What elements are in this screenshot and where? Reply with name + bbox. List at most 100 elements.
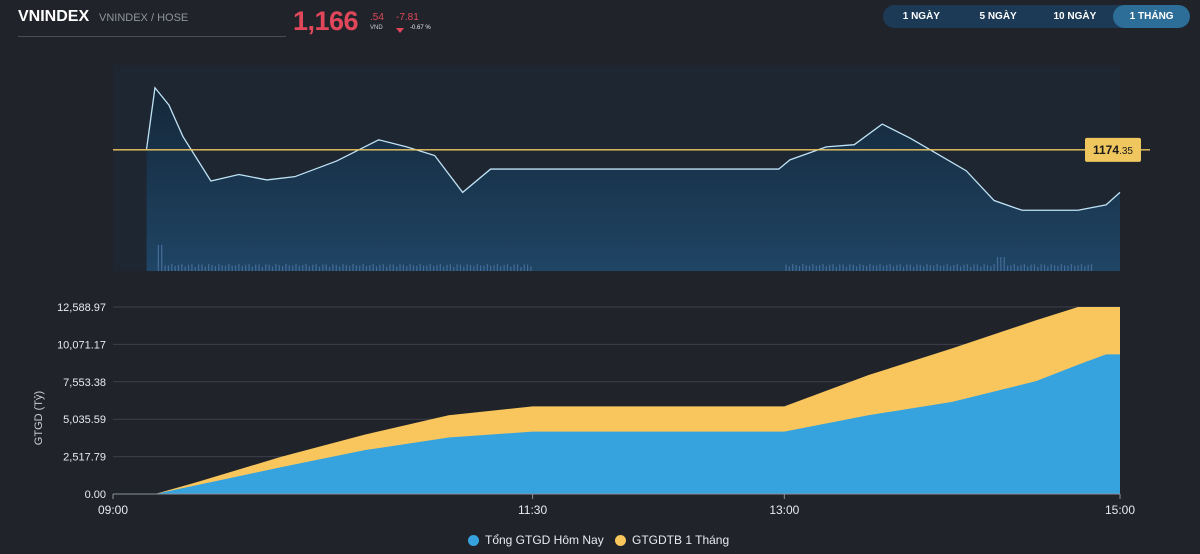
volume-bar <box>389 264 391 271</box>
volume-bar <box>174 265 176 271</box>
volume-bar <box>422 265 425 271</box>
volume-bar <box>218 264 220 271</box>
volume-bar <box>822 264 824 271</box>
volume-bar <box>433 265 435 271</box>
volume-bar <box>819 265 821 271</box>
volume-bar <box>1047 266 1049 271</box>
volume-bar <box>976 264 978 271</box>
volume-bar <box>298 265 300 271</box>
volume-bar <box>268 264 270 271</box>
volume-bar <box>318 266 321 271</box>
volume-bar <box>785 264 787 271</box>
volume-bar <box>906 264 908 271</box>
x-tick-label: 13:00 <box>769 503 799 517</box>
volume-bar <box>339 266 341 271</box>
volume-bar <box>943 265 945 271</box>
volume-bar <box>224 265 227 271</box>
volume-bar <box>308 266 311 271</box>
volume-bar <box>443 266 445 271</box>
volume-bar <box>1003 257 1005 271</box>
down-arrow-icon <box>396 28 404 33</box>
volume-bar <box>164 265 166 271</box>
volume-bar <box>1084 266 1086 271</box>
tab-5-days[interactable]: 5 NGÀY <box>979 11 1017 22</box>
volume-bar <box>439 264 441 271</box>
volume-bar <box>899 264 901 271</box>
volume-bar <box>332 264 334 271</box>
volume-bar <box>990 266 992 271</box>
volume-bar <box>963 264 965 271</box>
volume-bar <box>288 265 290 271</box>
volume-bar <box>349 265 351 271</box>
volume-bar <box>325 264 327 271</box>
volume-bar <box>369 265 371 271</box>
reference-badge <box>1085 137 1141 162</box>
volume-bar <box>909 264 911 271</box>
volume-bar <box>1023 264 1025 271</box>
volume-bar <box>315 264 317 271</box>
volume-bar <box>815 265 817 271</box>
volume-bar <box>1064 265 1066 271</box>
range-tabs: 1 NGÀY 5 NGÀY 10 NGÀY 1 THÁNG <box>883 5 1190 28</box>
volume-bar <box>902 266 905 271</box>
volume-bar <box>392 264 394 271</box>
volume-bar <box>936 264 938 271</box>
volume-bar <box>1013 264 1015 271</box>
volume-bar <box>449 264 451 271</box>
legend-label-month-avg: GTGDTB 1 Tháng <box>632 533 730 547</box>
volume-bar <box>986 264 989 271</box>
legend-item-today[interactable]: Tổng GTGD Hôm Nay <box>468 533 604 547</box>
volume-bar <box>926 264 928 271</box>
volume-bar <box>520 266 522 271</box>
volume-bar <box>221 265 223 271</box>
y-tick-label: 10,071.17 <box>57 339 106 351</box>
volume-bar <box>281 266 284 271</box>
y-tick-label: 12,588.97 <box>57 302 106 314</box>
volume-bar <box>792 264 794 271</box>
tab-1-day[interactable]: 1 NGÀY <box>902 11 940 22</box>
volume-bar <box>459 264 462 271</box>
volume-bar <box>312 264 314 271</box>
volume-bar <box>1010 265 1012 271</box>
tab-10-days[interactable]: 10 NGÀY <box>1053 11 1097 22</box>
volume-bar <box>271 266 274 271</box>
header-underline <box>18 36 286 37</box>
volume-bar <box>352 264 354 271</box>
volume-bar <box>201 264 203 271</box>
volume-bar <box>194 266 196 271</box>
volume-bar <box>970 266 972 271</box>
volume-bar <box>913 266 915 271</box>
tab-1-month[interactable]: 1 THÁNG <box>1113 5 1190 28</box>
volume-bar <box>855 266 858 271</box>
volume-bar <box>1087 264 1089 271</box>
volume-bar <box>983 264 985 271</box>
volume-bar <box>916 264 918 271</box>
volume-bar <box>214 266 217 271</box>
volume-bar <box>292 265 294 271</box>
x-tick-label: 11:30 <box>518 503 547 517</box>
volume-bar <box>839 264 841 271</box>
volume-bar <box>933 265 935 271</box>
volume-bar <box>1057 266 1059 271</box>
volume-bar <box>513 264 515 271</box>
legend-item-month-avg[interactable]: GTGDTB 1 Tháng <box>615 533 729 547</box>
volume-bar <box>795 264 797 271</box>
volume-bar <box>382 264 384 271</box>
volume-bar <box>829 264 831 271</box>
volume-bar <box>788 266 791 271</box>
volume-bar <box>486 264 488 271</box>
volume-bar <box>929 265 931 271</box>
legend-swatch-today <box>468 534 479 546</box>
volume-bar <box>966 264 968 271</box>
volume-bar <box>255 264 257 271</box>
volume-bar <box>429 264 431 271</box>
price-integer: 1,166 <box>293 6 359 36</box>
volume-bar <box>1027 266 1029 271</box>
volume-bar <box>375 266 378 271</box>
volume-bar <box>359 265 361 271</box>
volume-bar <box>923 266 925 271</box>
price-decimal: .54 <box>370 12 384 23</box>
volume-bar <box>446 264 448 271</box>
volume-bar <box>825 266 827 271</box>
volume-bar <box>493 265 495 271</box>
